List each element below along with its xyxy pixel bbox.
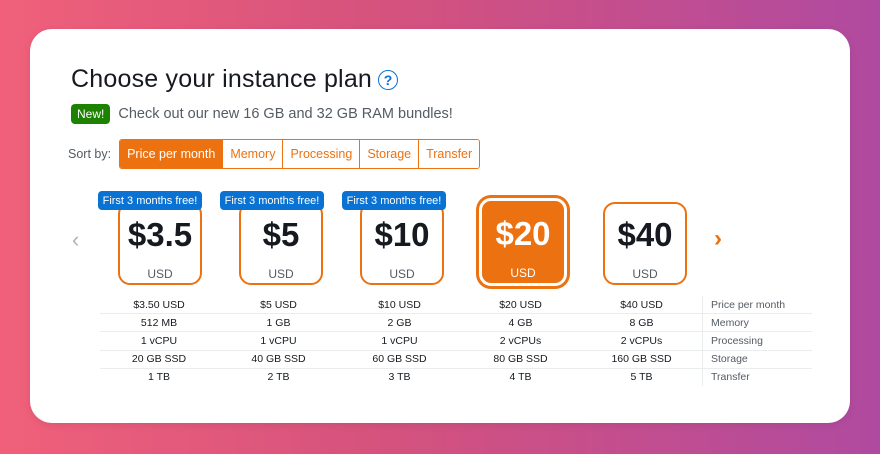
spec-row-label: Memory	[702, 314, 812, 332]
sort-label: Sort by:	[68, 147, 112, 161]
spec-cell: $5 USD	[260, 298, 297, 311]
spec-cell: $3.50 USD	[133, 298, 185, 311]
spec-cell: 4 GB	[508, 316, 533, 329]
plan-card-20-selected[interactable]: $20 USD	[479, 198, 567, 286]
spec-cell: 2 vCPUs	[620, 334, 663, 347]
plan-price: $3.5	[127, 216, 193, 253]
help-icon[interactable]: ?	[378, 69, 399, 90]
spec-cell: 3 TB	[388, 371, 411, 384]
instance-plan-card: Choose your instance plan ? New! Check o…	[30, 29, 850, 423]
sort-processing-button[interactable]: Processing	[282, 140, 360, 168]
spec-cell: 5 TB	[630, 371, 653, 384]
spec-row-processing: 1 vCPU 1 vCPU 1 vCPU 2 vCPUs 2 vCPUs Pro…	[100, 332, 812, 351]
spec-cell: 2 vCPUs	[499, 334, 542, 347]
spec-cell: 40 GB SSD	[251, 353, 306, 366]
spec-cell: $20 USD	[499, 298, 542, 311]
spec-cell: 20 GB SSD	[131, 353, 187, 366]
sort-memory-button[interactable]: Memory	[222, 140, 283, 168]
plan-currency: USD	[510, 266, 536, 280]
plan-price: $40	[617, 216, 673, 253]
new-announcement: New! Check out our new 16 GB and 32 GB R…	[71, 104, 453, 124]
spec-cell: 80 GB SSD	[493, 353, 548, 366]
title-row: Choose your instance plan ?	[71, 65, 399, 94]
spec-row-label: Processing	[702, 332, 812, 350]
spec-row-price: $3.50 USD $5 USD $10 USD $20 USD $40 USD…	[100, 296, 812, 315]
plan-spec-table: $3.50 USD $5 USD $10 USD $20 USD $40 USD…	[100, 296, 812, 386]
sort-transfer-button[interactable]: Transfer	[418, 140, 480, 168]
plan-currency: USD	[632, 267, 658, 281]
spec-cell: 160 GB SSD	[611, 353, 672, 366]
plan-price: $10	[374, 216, 430, 253]
spec-cell: 60 GB SSD	[372, 353, 427, 366]
sort-price-button[interactable]: Price per month	[120, 140, 223, 168]
plan-currency: USD	[147, 267, 173, 281]
spec-row-label: Price per month	[702, 296, 812, 314]
spec-cell: 1 vCPU	[260, 334, 297, 347]
spec-row-memory: 512 MB 1 GB 2 GB 4 GB 8 GB Memory	[100, 314, 812, 333]
spec-cell: 8 GB	[629, 316, 654, 329]
spec-cell: 1 vCPU	[140, 334, 178, 347]
spec-cell: 1 vCPU	[381, 334, 418, 347]
plan-card-10[interactable]: $10 USD	[360, 202, 444, 285]
plan-price: $20	[495, 215, 551, 252]
spec-cell: $40 USD	[620, 298, 663, 311]
chevron-left-icon[interactable]: ‹	[72, 227, 80, 252]
spec-cell: 512 MB	[140, 316, 178, 329]
promo-badge: First 3 months free!	[98, 191, 202, 210]
spec-cell: 1 GB	[266, 316, 291, 329]
plan-currency: USD	[268, 267, 294, 281]
sort-row: Sort by: Price per month Memory Processi…	[68, 139, 481, 169]
spec-row-transfer: 1 TB 2 TB 3 TB 4 TB 5 TB Transfer	[100, 368, 812, 386]
plan-card-3-5[interactable]: $3.5 USD	[118, 202, 202, 285]
sort-storage-button[interactable]: Storage	[359, 140, 419, 168]
spec-row-storage: 20 GB SSD 40 GB SSD 60 GB SSD 80 GB SSD …	[100, 350, 812, 369]
promo-badge: First 3 months free!	[342, 191, 446, 210]
plan-card-5[interactable]: $5 USD	[239, 202, 323, 285]
spec-cell: 4 TB	[509, 371, 532, 384]
spec-cell: $10 USD	[378, 298, 421, 311]
chevron-right-icon[interactable]: ›	[714, 225, 722, 252]
new-announcement-text: Check out our new 16 GB and 32 GB RAM bu…	[118, 106, 453, 122]
page-title: Choose your instance plan	[71, 65, 373, 93]
plan-card-40[interactable]: $40 USD	[603, 202, 687, 285]
promo-badge: First 3 months free!	[220, 191, 324, 210]
spec-row-label: Transfer	[702, 368, 812, 386]
spec-cell: 2 GB	[387, 316, 412, 329]
plan-currency: USD	[389, 267, 415, 281]
spec-cell: 2 TB	[267, 371, 290, 384]
plan-price: $5	[262, 216, 300, 253]
spec-row-label: Storage	[702, 350, 812, 368]
sort-segmented-control: Price per month Memory Processing Storag…	[119, 139, 481, 169]
new-badge: New!	[71, 104, 111, 124]
spec-cell: 1 TB	[148, 371, 170, 384]
